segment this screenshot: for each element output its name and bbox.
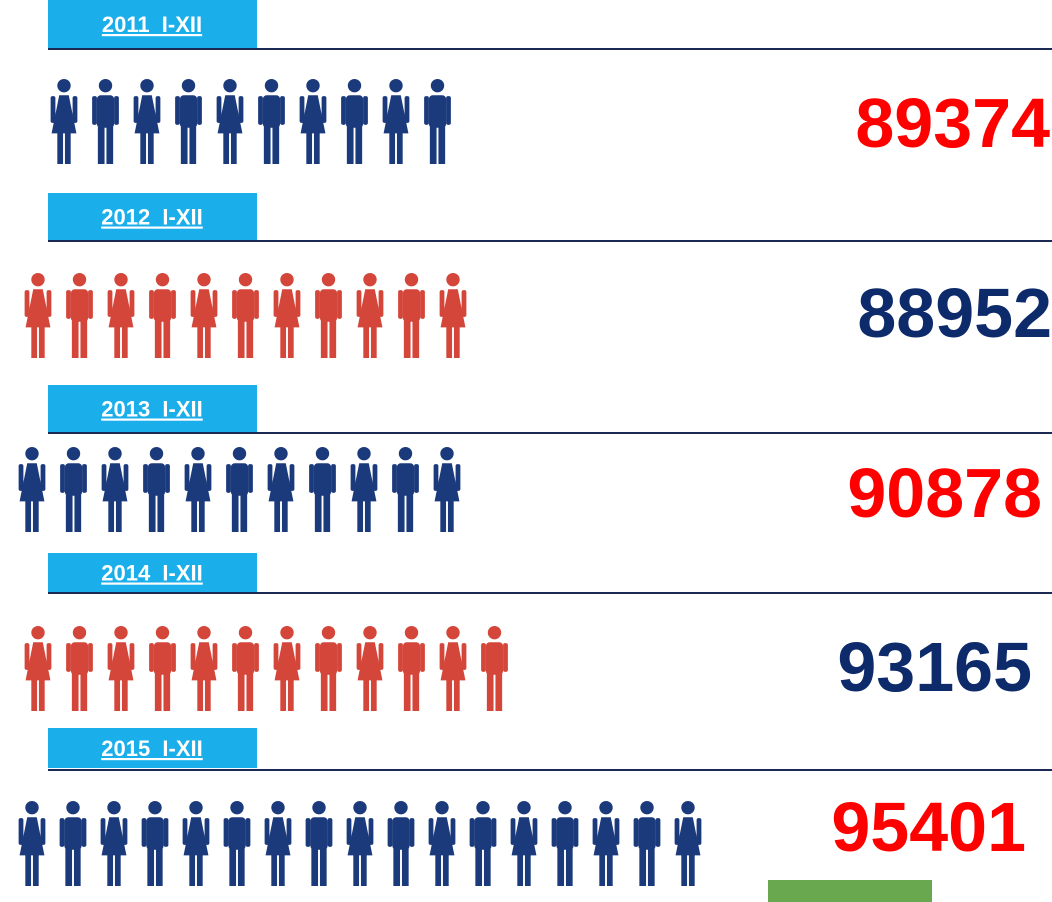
label-box — [48, 385, 257, 432]
person-icon — [633, 800, 661, 886]
person-icon — [100, 800, 128, 886]
person-icon — [264, 800, 292, 886]
person-icon — [216, 78, 244, 164]
person-icon — [481, 625, 508, 711]
year-label: 2011 I-XII — [102, 12, 202, 37]
person-icon — [175, 78, 202, 164]
person-icon — [101, 446, 129, 532]
person-icon — [398, 272, 425, 358]
value: 88952 — [857, 274, 1052, 352]
person-icon — [190, 272, 218, 358]
label-box — [48, 553, 257, 592]
person-icon — [232, 272, 259, 358]
person-icon — [382, 78, 410, 164]
person-icon — [60, 446, 87, 532]
person-icon — [387, 800, 415, 886]
person-icon — [305, 800, 333, 886]
person-icon — [350, 446, 378, 532]
person-icon — [141, 800, 169, 886]
person-icon — [182, 800, 210, 886]
person-icon — [107, 272, 135, 358]
person-icon — [24, 272, 52, 358]
person-icon — [439, 272, 467, 358]
person-icon — [346, 800, 374, 886]
person-icon — [149, 625, 176, 711]
person-icon — [59, 800, 87, 886]
person-icon — [143, 446, 170, 532]
person-icon — [66, 272, 93, 358]
value: 90878 — [847, 454, 1042, 532]
person-icon — [510, 800, 538, 886]
value: 93165 — [837, 628, 1032, 706]
person-icon — [273, 272, 301, 358]
person-icon — [428, 800, 456, 886]
person-icon — [424, 78, 451, 164]
person-icon — [469, 800, 497, 886]
year-label: 2014 I-XII — [101, 561, 203, 586]
person-icon — [149, 272, 176, 358]
person-icon — [267, 446, 295, 532]
person-icon — [24, 625, 52, 711]
person-icon — [223, 800, 251, 886]
person-icon — [674, 800, 702, 886]
person-icon — [299, 78, 327, 164]
green-box — [768, 880, 932, 902]
value: 89374 — [855, 84, 1050, 162]
person-icon — [551, 800, 579, 886]
year-label: 2013 I-XII — [101, 397, 203, 422]
person-icon — [232, 625, 259, 711]
person-icon — [107, 625, 135, 711]
label-box — [48, 0, 257, 48]
person-icon — [50, 78, 78, 164]
person-icon — [356, 272, 384, 358]
person-icon — [433, 446, 461, 532]
person-icon — [315, 272, 342, 358]
person-icon — [66, 625, 93, 711]
person-icon — [18, 800, 46, 886]
person-icon — [356, 625, 384, 711]
person-icon — [18, 446, 46, 532]
person-icon — [190, 625, 218, 711]
year-label: 2015 I-XII — [101, 736, 203, 761]
person-icon — [273, 625, 301, 711]
person-icon — [315, 625, 342, 711]
person-icon — [226, 446, 253, 532]
value: 95401 — [831, 788, 1026, 866]
person-icon — [398, 625, 425, 711]
label-box — [48, 193, 257, 240]
person-icon — [258, 78, 285, 164]
person-icon — [92, 78, 119, 164]
person-icon — [184, 446, 212, 532]
label-box — [48, 728, 257, 768]
person-icon — [309, 446, 336, 532]
person-icon — [592, 800, 620, 886]
year-label: 2012 I-XII — [101, 205, 203, 230]
person-icon — [439, 625, 467, 711]
person-icon — [133, 78, 161, 164]
person-icon — [392, 446, 419, 532]
person-icon — [341, 78, 368, 164]
